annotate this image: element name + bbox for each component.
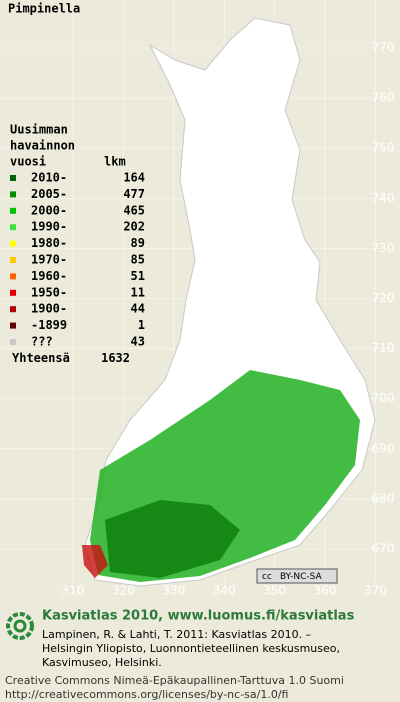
legend-count: 89: [131, 236, 145, 250]
legend-header: havainnon: [10, 139, 75, 153]
badge-frame: [256, 568, 338, 584]
legend-count: 85: [131, 253, 145, 267]
legend-swatch: [10, 289, 16, 296]
x-tick-label: 370: [364, 584, 387, 598]
x-tick-label: 330: [162, 584, 185, 598]
legend-label: ???: [31, 335, 53, 349]
legend-header: Uusimman: [10, 123, 68, 137]
legend-count: 465: [123, 203, 145, 217]
citation-line: Lampinen, R. & Lahti, T. 2011: Kasviatla…: [42, 628, 311, 641]
legend-swatch: [10, 175, 16, 181]
legend-count: 43: [131, 335, 145, 349]
legend-count: 202: [123, 220, 145, 234]
license-badge: cc BY-NC-SA: [256, 568, 338, 584]
legend-label: 2000-: [31, 203, 67, 217]
legend-label: 2005-: [31, 187, 67, 201]
badge-text: BY-NC-SA: [280, 572, 323, 582]
x-tick-label: 360: [314, 584, 337, 598]
legend-label: 1960-: [31, 269, 67, 283]
y-tick-label: 740: [372, 191, 395, 205]
legend-swatch: [10, 191, 16, 198]
legend-label: 1900-: [31, 302, 67, 316]
legend-count: 477: [123, 187, 145, 201]
x-tick-label: 340: [213, 584, 236, 598]
y-tick-label: 680: [372, 491, 395, 505]
legend-label: -1899: [31, 318, 67, 332]
legend-swatch: [10, 339, 16, 345]
y-tick-label: 700: [372, 391, 395, 405]
logo-ring: [6, 612, 34, 640]
y-tick-label: 720: [372, 291, 395, 305]
legend-swatch: [10, 207, 16, 214]
total-value: 1632: [101, 351, 130, 365]
footer-heading: Kasviatlas 2010, www.luomus.fi/kasviatla…: [42, 609, 355, 624]
legend-swatch: [10, 240, 16, 247]
y-tick-label: 710: [372, 341, 395, 355]
legend-count-header: lkm: [104, 155, 126, 169]
legend-count: 44: [131, 302, 145, 316]
badge-icon: cc: [262, 572, 272, 582]
legend-count: 51: [131, 269, 145, 283]
x-tick-label: 320: [112, 584, 135, 598]
legend-header: vuosi: [10, 155, 46, 169]
license-line: http://creativecommons.org/licenses/by-n…: [5, 688, 288, 701]
legend-count: 11: [131, 285, 145, 299]
grid: 770 760 750 740 730 720 710 700 690 680 670 310 320 3…: [0, 0, 395, 598]
legend-label: 1980-: [31, 236, 67, 250]
license-line: Creative Commons Nimeä-Epäkaupallinen-Ta…: [5, 674, 344, 687]
x-tick-label: 350: [263, 584, 286, 598]
y-tick-label: 670: [372, 542, 395, 556]
legend-swatch: [10, 257, 16, 263]
legend-label: 1970-: [31, 253, 67, 267]
total-label: Yhteensä: [12, 351, 70, 365]
citation-line: Helsingin Yliopisto, Luonnontieteellinen…: [42, 642, 340, 655]
logo-core: [13, 619, 27, 633]
legend: Uusimman havainnon vuosi lkm 2010- 164 2005- 47…: [10, 123, 145, 365]
legend-label: 2010-: [31, 171, 67, 185]
y-tick-label: 770: [372, 41, 395, 55]
legend-swatch: [10, 224, 16, 231]
y-tick-label: 730: [372, 241, 395, 255]
y-tick-label: 760: [372, 91, 395, 105]
y-tick-label: 750: [372, 141, 395, 155]
legend-swatch: [10, 273, 16, 280]
x-tick-label: 310: [62, 584, 85, 598]
citation-line: Kasvimuseo, Helsinki.: [42, 656, 162, 669]
legend-label: 1950-: [31, 285, 67, 299]
legend-swatch: [10, 322, 16, 329]
occurrence-area-old: [82, 545, 108, 578]
occurrence-area-dense: [105, 500, 240, 578]
legend-count: 164: [123, 171, 145, 185]
legend-swatch: [10, 306, 16, 313]
legend-label: 1990-: [31, 220, 67, 234]
logo: [6, 612, 34, 640]
title: Pimpinella: [8, 2, 80, 16]
legend-count: 1: [138, 318, 145, 332]
y-tick-label: 690: [372, 441, 395, 455]
